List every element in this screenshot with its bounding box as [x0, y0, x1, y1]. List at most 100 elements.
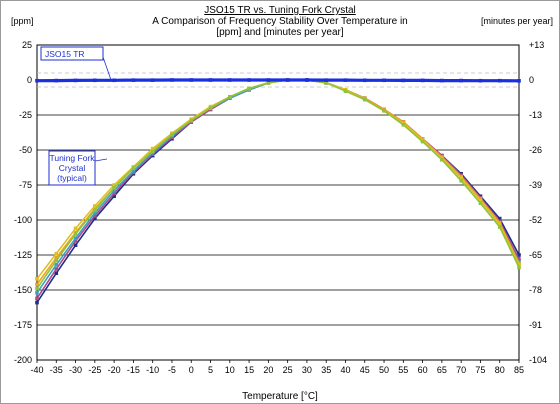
data-point	[150, 78, 155, 82]
annotation-jso15-leader	[102, 56, 112, 81]
data-point	[73, 236, 78, 240]
data-point	[420, 139, 425, 144]
chart-title: JSO15 TR vs. Tuning Fork Crystal	[204, 5, 356, 16]
data-point	[478, 201, 483, 205]
data-point	[35, 286, 39, 291]
data-point	[517, 265, 521, 270]
data-point	[517, 263, 521, 267]
data-point	[35, 296, 39, 301]
y-left-tick-label: -200	[14, 355, 32, 365]
data-point	[401, 78, 406, 83]
data-point	[54, 78, 59, 83]
y-right-tick-label: 0	[529, 75, 534, 85]
data-point	[440, 158, 444, 162]
data-point	[131, 78, 136, 82]
data-point	[54, 258, 59, 263]
data-point	[93, 78, 97, 83]
data-point	[35, 291, 39, 295]
x-tick-label: -15	[127, 365, 140, 375]
data-point	[35, 282, 39, 287]
x-tick-label: 15	[244, 365, 254, 375]
data-point	[150, 149, 155, 154]
data-point	[131, 169, 136, 173]
y-left-tick-label: 0	[27, 75, 32, 85]
data-point	[73, 226, 78, 231]
data-point	[208, 106, 213, 110]
x-tick-label: 75	[475, 365, 485, 375]
x-tick-label: 30	[302, 365, 312, 375]
x-axis-label: Temperature [°C]	[242, 391, 318, 402]
data-point	[170, 78, 174, 82]
x-tick-label: -25	[88, 365, 101, 375]
data-point	[305, 78, 309, 82]
data-point	[517, 257, 521, 261]
x-tick-label: 70	[456, 365, 466, 375]
data-point	[150, 146, 155, 151]
y-left-tick-label: 25	[22, 40, 32, 50]
y-right-tick-label: -91	[529, 320, 542, 330]
annotation-box-jso15	[40, 46, 104, 61]
tick-labels: 25 +130 0-25 -13-50 -26-75 -39-100 -52-125 -65-…	[14, 40, 547, 375]
x-tick-label: 60	[418, 365, 428, 375]
x-tick-label: 10	[225, 365, 235, 375]
data-point	[459, 179, 463, 183]
x-tick-label: 85	[514, 365, 524, 375]
data-point	[112, 78, 116, 83]
x-tick-label: 50	[379, 365, 389, 375]
y-right-tick-label: -104	[529, 355, 547, 365]
x-tick-label: -40	[30, 365, 43, 375]
data-point	[73, 78, 78, 83]
data-point	[343, 89, 348, 93]
x-tick-label: 40	[340, 365, 350, 375]
data-point	[343, 78, 348, 82]
y-left-tick-label: -150	[14, 285, 32, 295]
data-point	[420, 78, 425, 83]
data-point	[112, 194, 116, 198]
chart-subtitle-line-1: A Comparison of Frequency Stability Over…	[152, 16, 408, 27]
data-point	[189, 118, 194, 123]
data-point	[54, 251, 59, 256]
data-point	[497, 225, 502, 229]
data-point	[497, 222, 502, 226]
data-point	[112, 188, 116, 193]
y-right-tick-label: +13	[529, 40, 544, 50]
data-point	[266, 78, 271, 82]
data-point	[324, 78, 328, 82]
x-tick-label: 55	[398, 365, 408, 375]
data-point	[478, 78, 483, 83]
data-point	[362, 78, 367, 83]
x-tick-label: 5	[208, 365, 213, 375]
annotation-box-tuning-fork	[48, 150, 96, 186]
data-point	[93, 216, 97, 221]
data-point	[208, 78, 213, 82]
data-point	[35, 78, 39, 83]
y-left-tick-label: -125	[14, 250, 32, 260]
data-point	[131, 166, 136, 170]
y-left-tick-label: -50	[19, 145, 32, 155]
data-point	[228, 95, 232, 99]
data-point	[440, 78, 444, 83]
y-left-tick-label: -75	[19, 180, 32, 190]
data-point	[497, 78, 502, 83]
data-point	[459, 176, 463, 180]
x-tick-label: -35	[50, 365, 63, 375]
data-point	[247, 78, 251, 82]
x-tick-label: -5	[168, 365, 176, 375]
data-point	[73, 239, 78, 243]
y-right-tick-label: -78	[529, 285, 542, 295]
y-left-unit-label: [ppm]	[11, 16, 34, 26]
data-point	[189, 78, 194, 82]
x-tick-label: 45	[360, 365, 370, 375]
x-tick-label: 80	[495, 365, 505, 375]
data-point	[362, 97, 367, 102]
data-point	[54, 256, 59, 260]
y-right-tick-label: -65	[529, 250, 542, 260]
annotation-tuning-fork-text: (typical)	[57, 173, 87, 183]
data-point	[285, 78, 290, 82]
annotation-tuning-fork-text: Tuning Fork	[49, 153, 95, 163]
x-tick-label: 65	[437, 365, 447, 375]
data-point	[112, 186, 116, 190]
data-point	[73, 243, 78, 247]
chart-subtitle-line-2: [ppm] and [minutes per year]	[216, 27, 344, 38]
